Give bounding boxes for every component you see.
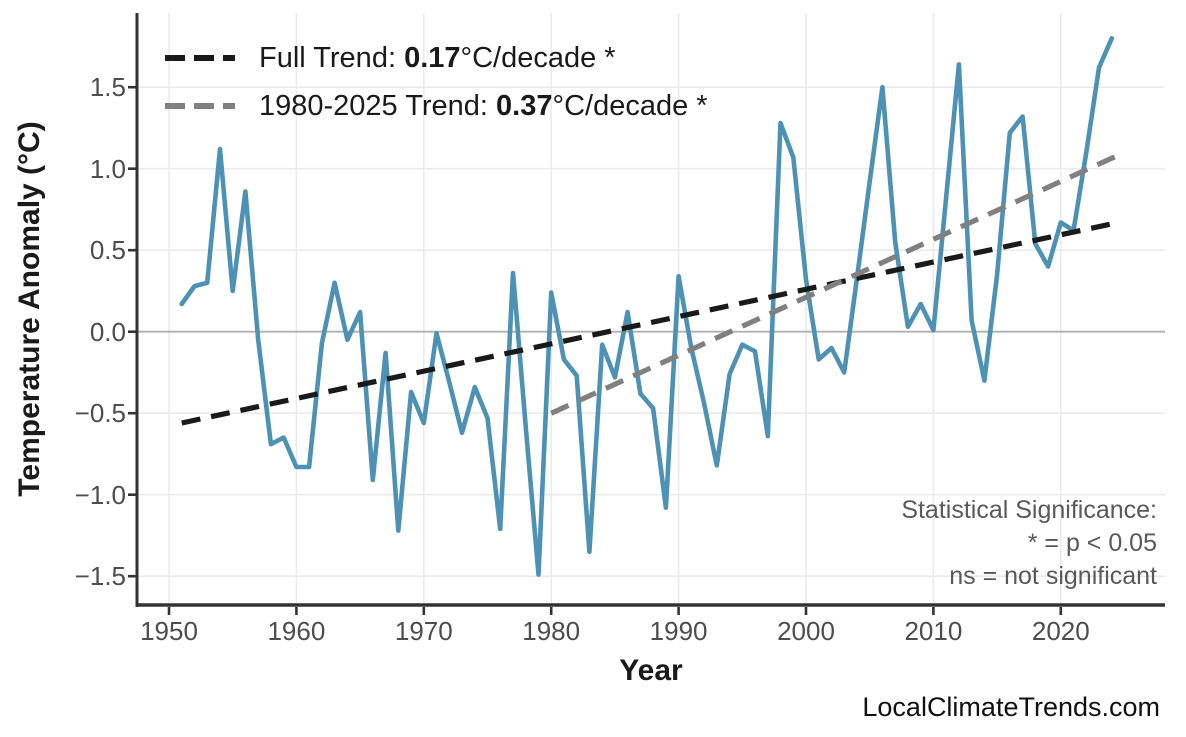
y-tick-label: −1.0 <box>74 479 126 510</box>
y-tick-label: 0.0 <box>89 316 126 347</box>
y-tick-label: 0.5 <box>89 235 126 266</box>
y-axis-title: Temperature Anomaly (°C) <box>13 121 46 497</box>
x-tick-label: 1970 <box>394 616 453 646</box>
x-tick-label: 1960 <box>267 616 326 646</box>
x-tick-label: 2000 <box>777 616 835 646</box>
legend-label-recent-trend: 1980-2025 Trend: 0.37°C/decade * <box>259 89 708 122</box>
x-tick-label: 2010 <box>904 616 963 646</box>
significance-annotation: Statistical Significance: * = p < 0.05 n… <box>901 494 1157 593</box>
dashed-line-sample-black <box>165 55 235 61</box>
annotation-line: * = p < 0.05 <box>1027 529 1157 557</box>
legend: Full Trend: 0.17°C/decade * 1980-2025 Tr… <box>165 34 708 130</box>
y-tick-label: 1.5 <box>89 72 126 103</box>
full-trend-line <box>181 219 1119 426</box>
y-tick-label: −1.5 <box>74 561 126 592</box>
x-tick-label: 2020 <box>1031 616 1090 646</box>
legend-row-recent-trend: 1980-2025 Trend: 0.37°C/decade * <box>165 82 708 130</box>
legend-label-full-trend: Full Trend: 0.17°C/decade * <box>259 41 616 74</box>
x-axis-title: Year <box>619 654 683 687</box>
y-tick-label: −0.5 <box>74 398 126 429</box>
legend-row-full-trend: Full Trend: 0.17°C/decade * <box>165 34 708 82</box>
trend-1980-2025-line <box>550 150 1126 416</box>
annotation-line: Statistical Significance: <box>901 496 1157 524</box>
temperature-anomaly-line <box>179 35 1115 577</box>
x-tick-label: 1980 <box>522 616 581 646</box>
annotation-line: ns = not significant <box>949 562 1157 590</box>
dashed-line-sample-gray <box>165 103 235 109</box>
x-tick-label: 1950 <box>140 616 198 646</box>
y-tick-label: 1.0 <box>89 153 126 184</box>
watermark: LocalClimateTrends.com <box>862 692 1160 722</box>
x-tick-label: 1990 <box>649 616 708 646</box>
